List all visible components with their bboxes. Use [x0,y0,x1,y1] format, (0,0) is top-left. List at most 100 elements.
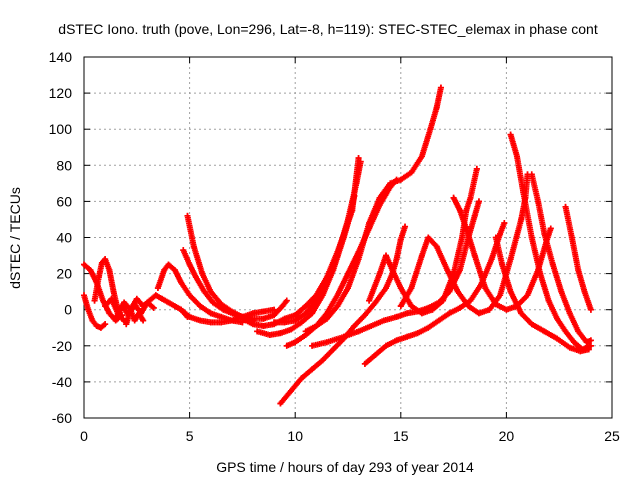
data-point [587,306,594,313]
data-point [397,303,404,310]
data-point [190,243,197,250]
data-point [357,158,364,165]
data-point [186,292,193,299]
data-series [562,203,594,313]
data-point [119,315,126,322]
data-point [192,274,199,281]
data-point [298,319,305,326]
data-point [376,270,383,277]
data-point [372,299,379,306]
data-point [283,342,290,349]
data-point [140,317,147,324]
data-point [121,299,128,306]
data-point [566,344,573,351]
data-point [165,261,172,268]
data-point [507,288,514,295]
data-point [283,297,290,304]
data-point [131,301,138,308]
data-point [313,322,320,329]
data-point [228,317,235,324]
data-point [562,203,569,210]
data-point [218,313,225,320]
data-point [171,303,178,310]
data-point [393,313,400,320]
data-point [554,335,561,342]
data-point [186,313,193,320]
data-series [254,192,358,338]
data-point [541,230,548,237]
data-point [89,317,96,324]
data-point [287,387,294,394]
data-point [287,326,294,333]
data-point [330,266,337,273]
data-point [383,342,390,349]
x-tick-label: 5 [186,428,194,444]
data-point [218,319,225,326]
data-point [492,301,499,308]
y-tick-label: -60 [52,410,72,426]
data-point [471,252,478,259]
data-series [507,131,594,353]
data-point [414,330,421,337]
data-point [404,333,411,340]
data-point [397,236,404,243]
data-point [87,266,94,273]
data-point [347,212,354,219]
data-point [85,306,92,313]
data-point [361,360,368,367]
data-series [81,292,109,331]
data-point [351,192,358,199]
data-point [298,375,305,382]
data-point [302,303,309,310]
data-point [249,321,256,328]
data-point [482,285,489,292]
data-point [520,189,527,196]
data-point [133,295,140,302]
data-point [488,256,495,263]
data-point [558,288,565,295]
data-point [340,333,347,340]
data-point [81,261,87,268]
data-point [135,310,142,317]
data-point [119,303,126,310]
data-point [366,297,373,304]
data-point [387,180,394,187]
data-point [199,270,206,277]
data-point [249,310,256,317]
data-point [545,297,552,304]
data-point [440,297,447,304]
data-point [159,295,166,302]
data-point [91,297,98,304]
data-point [277,330,284,337]
data-point [499,261,506,268]
chart-title: dSTEC Iono. truth (pove, Lon=296, Lat=-8… [58,21,598,37]
data-point [524,292,531,299]
data-series [528,171,594,346]
data-point [309,342,316,349]
data-point [497,230,504,237]
data-point [100,297,107,304]
y-tick-label: -40 [52,374,72,390]
data-point [334,292,341,299]
data-point [583,339,590,346]
data-point [323,315,330,322]
data-point [450,194,457,201]
data-point [577,348,584,355]
data-point [292,317,299,324]
data-point [473,165,480,172]
data-point [319,357,326,364]
data-point [260,322,267,329]
data-point [528,171,535,178]
series-markers [562,203,594,313]
data-point [323,339,330,346]
data-point [260,308,267,315]
data-point [292,312,299,319]
data-point [570,339,577,346]
y-tick-label: 80 [56,157,72,173]
data-point [106,266,113,273]
data-point [334,303,341,310]
data-point [239,315,246,322]
data-point [108,295,115,302]
data-point [271,306,278,313]
data-point [184,212,191,219]
